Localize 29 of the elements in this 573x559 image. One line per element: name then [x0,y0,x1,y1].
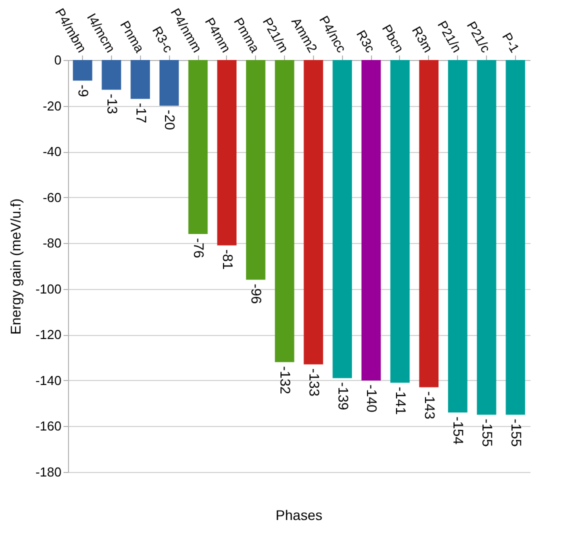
data-label: -141 [393,386,409,415]
data-label: -13 [104,94,120,114]
data-label: -20 [162,110,178,130]
data-label: -76 [191,238,207,258]
y-tick-label: -120 [35,327,62,342]
data-label: -155 [480,418,496,448]
y-tick-label: -40 [42,144,62,160]
data-label: -139 [335,382,352,410]
data-label: -17 [133,102,150,124]
data-label: -81 [220,249,236,270]
x-tick-label: P-1 [499,30,522,55]
data-label: -155 [508,418,524,448]
data-label: -9 [76,84,92,98]
y-tick-label: -140 [35,372,62,388]
y-tick-label: -20 [42,98,62,114]
y-tick-label: 0 [54,52,62,68]
data-label: -143 [422,391,438,420]
data-label: -132 [278,366,294,394]
y-tick-label: -160 [35,418,62,434]
data-label: -140 [364,384,380,413]
y-tick-label: -180 [35,464,62,480]
y-axis-title: Energy gain (meV/u.f) [7,198,24,335]
data-label: -96 [248,284,265,304]
y-tick-label: -60 [42,190,62,205]
x-axis-title: Phases [276,507,322,523]
y-tick-label: -100 [35,281,62,296]
data-label: -154 [450,416,467,445]
y-tick-label: -80 [42,236,62,251]
data-label: -133 [306,368,322,397]
